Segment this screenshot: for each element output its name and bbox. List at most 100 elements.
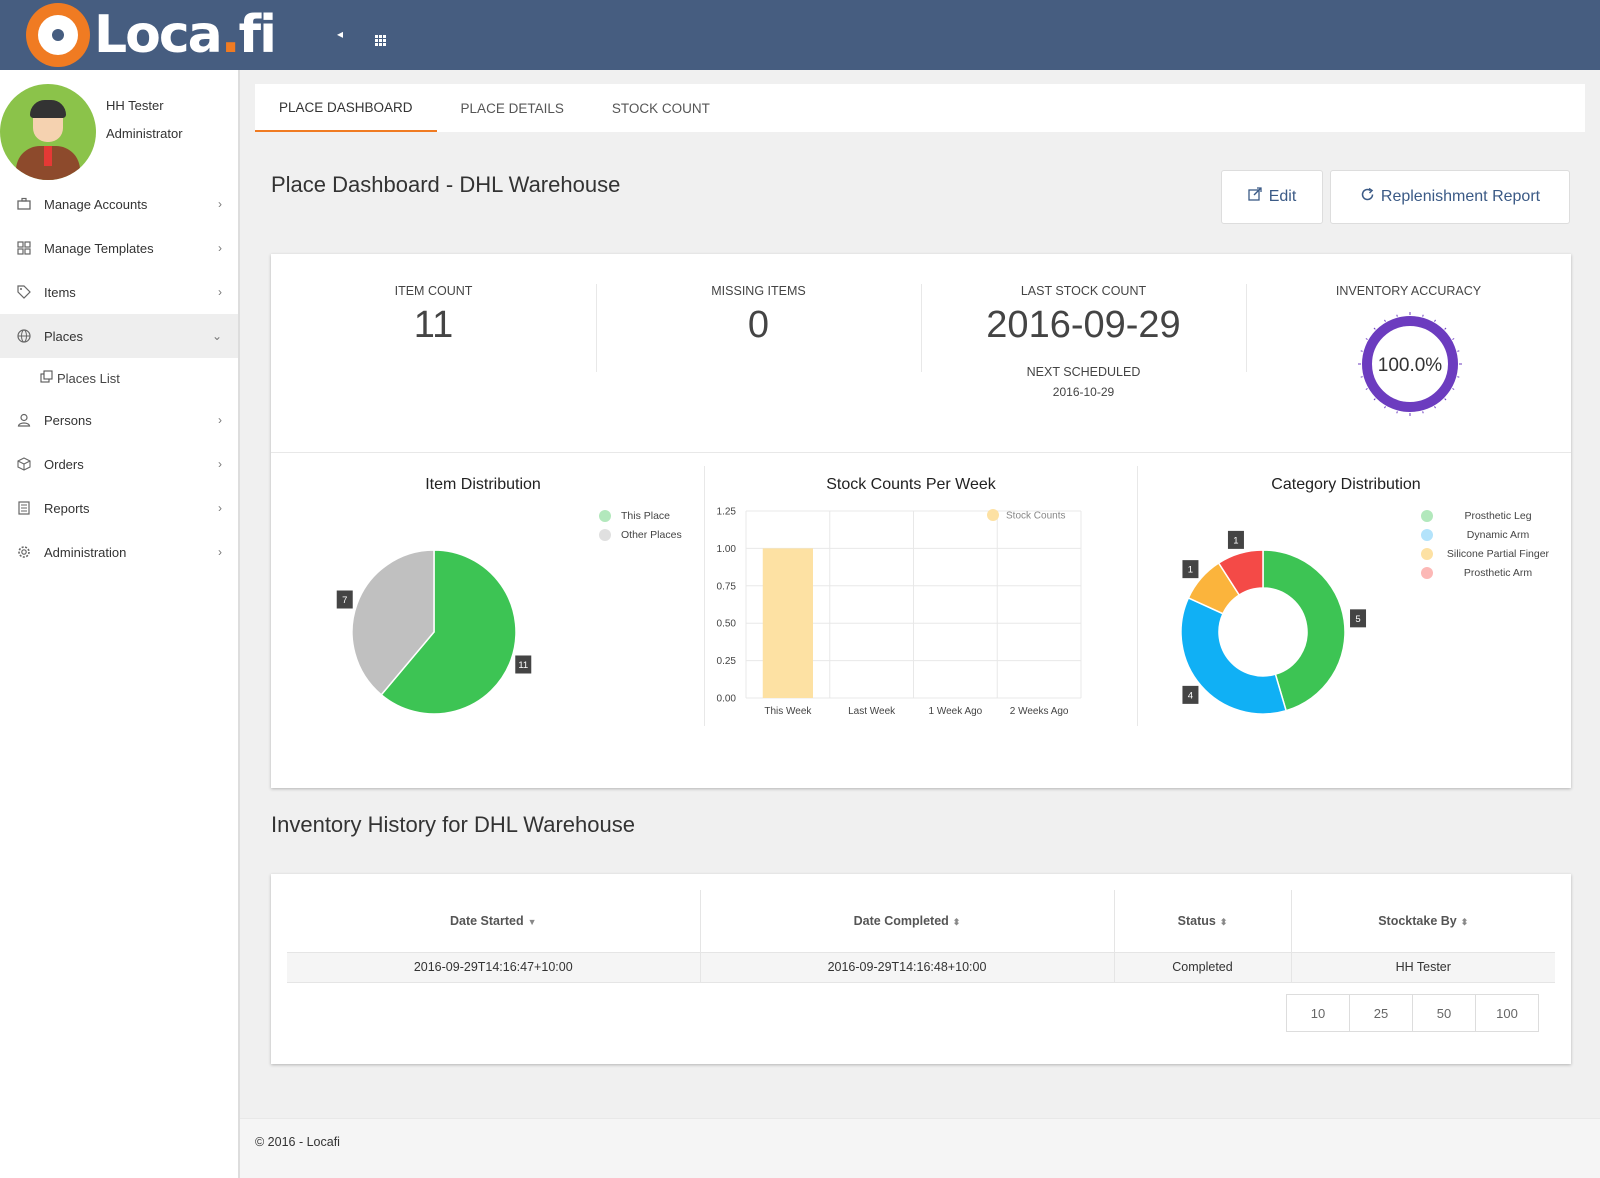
data-label: 4: [1182, 685, 1199, 704]
inventory-history-card: Date Started ▼ Date Completed ⬍ Status ⬍ St…: [271, 874, 1571, 1064]
legend-label: Silicone Partial Finger: [1446, 547, 1550, 560]
gauge-tick: [1422, 314, 1424, 317]
accuracy-gauge: 100.0%: [1358, 312, 1462, 416]
gauge-tick: [1373, 327, 1376, 330]
sidebar-item-persons[interactable]: Persons ›: [0, 398, 238, 442]
y-tick-label: 0.00: [717, 694, 737, 705]
legend-entry[interactable]: This Place: [599, 506, 682, 525]
legend-entry[interactable]: Silicone Partial Finger: [1421, 544, 1553, 563]
item-count-label: ITEM COUNT: [394, 284, 473, 298]
sort-icon: ⬍: [952, 916, 961, 927]
legend-swatch: [987, 509, 999, 521]
sort-desc-icon: ▼: [527, 916, 537, 927]
column-date-started[interactable]: Date Started ▼: [287, 890, 701, 953]
category-distribution-chart: 5 4 1 1: [1180, 530, 1367, 715]
sidebar-item-label: Items: [44, 284, 76, 300]
replenishment-report-button[interactable]: Replenishment Report: [1330, 170, 1570, 224]
column-status[interactable]: Status ⬍: [1113, 890, 1292, 953]
logo-mark: [26, 3, 90, 67]
page-size-100[interactable]: 100: [1475, 994, 1539, 1032]
data-label: 7: [336, 590, 353, 609]
item-distribution-legend: This Place Other Places: [599, 506, 682, 544]
legend-swatch: [1421, 566, 1433, 579]
gauge-tick: [1365, 338, 1368, 340]
avatar[interactable]: [0, 84, 96, 180]
sidebar-item-reports[interactable]: Reports ›: [0, 486, 238, 530]
data-label-box: [515, 655, 532, 674]
last-stock-count-value: 2016-09-29: [986, 304, 1181, 346]
legend-label: Dynamic Arm: [1466, 528, 1530, 541]
collapse-sidebar-icon[interactable]: ◂: [336, 27, 344, 41]
inventory-history-table: Date Started ▼ Date Completed ⬍ Status ⬍ St…: [287, 890, 1555, 983]
user-role: Administrator: [106, 126, 183, 141]
data-label: 11: [515, 655, 532, 674]
legend-swatch: [1421, 509, 1433, 522]
legend-entry[interactable]: Stock Counts: [987, 509, 1065, 522]
edit-button[interactable]: Edit: [1221, 170, 1323, 224]
tab-place-dashboard[interactable]: PLACE DASHBOARD: [255, 84, 437, 132]
table-row[interactable]: 2016-09-29T14:16:47+10:00 2016-09-29T14:…: [287, 951, 1555, 983]
category-distribution-title: Category Distribution: [1271, 476, 1421, 493]
stock-counts-chart: 0.00 0.25 0.50 0.75 1.00 1.25 This Week Last We…: [717, 507, 1082, 717]
item-count-stat: ITEM COUNT 11: [271, 284, 596, 347]
page-size-selector: 10 25 50 100: [1286, 994, 1539, 1032]
gauge-tick: [1452, 338, 1455, 340]
chevron-right-icon: ›: [218, 501, 222, 515]
sidebar-item-manage-templates[interactable]: Manage Templates ›: [0, 226, 238, 270]
logo-text: Loca.fi: [94, 5, 277, 65]
pie-slice[interactable]: [1262, 549, 1346, 712]
sidebar-item-places[interactable]: Places ⌄: [0, 314, 238, 358]
pie-slice[interactable]: [351, 549, 435, 696]
gauge-tick: [1396, 411, 1398, 414]
edit-icon: [1248, 187, 1263, 207]
legend-entry[interactable]: Dynamic Arm: [1421, 525, 1553, 544]
sidebar-subitem-places-list[interactable]: Places List: [0, 358, 238, 398]
report-icon: [16, 500, 32, 516]
sidebar-item-manage-accounts[interactable]: Manage Accounts ›: [0, 182, 238, 226]
divider: [921, 284, 922, 372]
data-label-text: 1: [1233, 535, 1238, 546]
last-stock-count-stat: LAST STOCK COUNT 2016-09-29 NEXT SCHEDUL…: [921, 284, 1246, 399]
tab-stock-count[interactable]: STOCK COUNT: [611, 100, 710, 116]
bar[interactable]: [762, 548, 813, 698]
page-size-25[interactable]: 25: [1349, 994, 1413, 1032]
page-size-50[interactable]: 50: [1412, 994, 1476, 1032]
apps-grid-icon[interactable]: [370, 24, 390, 46]
next-scheduled-value: 2016-10-29: [1052, 385, 1115, 399]
category-distribution-legend: Prosthetic Leg Dynamic Arm Silicone Part…: [1421, 506, 1553, 582]
page-title: Place Dashboard - DHL Warehouse: [271, 172, 621, 197]
legend-entry[interactable]: Prosthetic Arm: [1421, 563, 1553, 582]
chevron-right-icon: ›: [218, 285, 222, 299]
sidebar-item-orders[interactable]: Orders ›: [0, 442, 238, 486]
locafi-logo[interactable]: Loca.fi: [26, 3, 277, 67]
sidebar-item-label: Persons: [44, 412, 92, 428]
item-distribution-chart: 11 7: [336, 549, 532, 715]
gear-icon: [16, 544, 32, 560]
sidebar-item-administration[interactable]: Administration ›: [0, 530, 238, 574]
pie-slice[interactable]: [380, 549, 517, 715]
pie-slice[interactable]: [1180, 596, 1288, 715]
sidebar-item-label: Places: [44, 328, 84, 344]
grid-icon: [16, 240, 32, 256]
data-label: 1: [1227, 530, 1244, 549]
column-date-completed[interactable]: Date Completed ⬍: [699, 890, 1115, 953]
accuracy-gauge-arc: [1362, 316, 1458, 412]
dashboard-card: ITEM COUNT 11 MISSING ITEMS 0 LAST STOCK…: [271, 254, 1571, 788]
gauge-tick: [1422, 411, 1424, 414]
pie-slice[interactable]: [1217, 549, 1264, 597]
gauge-tick: [1360, 350, 1363, 352]
legend-label: Prosthetic Leg: [1464, 509, 1532, 522]
tab-place-details[interactable]: PLACE DETAILS: [460, 100, 564, 116]
data-label-box: [1227, 530, 1244, 549]
y-tick-label: 0.25: [717, 656, 737, 667]
legend-label: Prosthetic Arm: [1463, 566, 1533, 579]
gauge-tick: [1452, 388, 1455, 390]
column-stocktake-by[interactable]: Stocktake By ⬍: [1290, 890, 1555, 953]
sidebar-item-label: Reports: [44, 500, 90, 516]
legend-entry[interactable]: Prosthetic Leg: [1421, 506, 1553, 525]
legend-entry[interactable]: Other Places: [599, 525, 682, 544]
gauge-tick: [1396, 314, 1398, 317]
page-size-10[interactable]: 10: [1286, 994, 1350, 1032]
data-label: 5: [1350, 609, 1367, 628]
sidebar-item-items[interactable]: Items ›: [0, 270, 238, 314]
